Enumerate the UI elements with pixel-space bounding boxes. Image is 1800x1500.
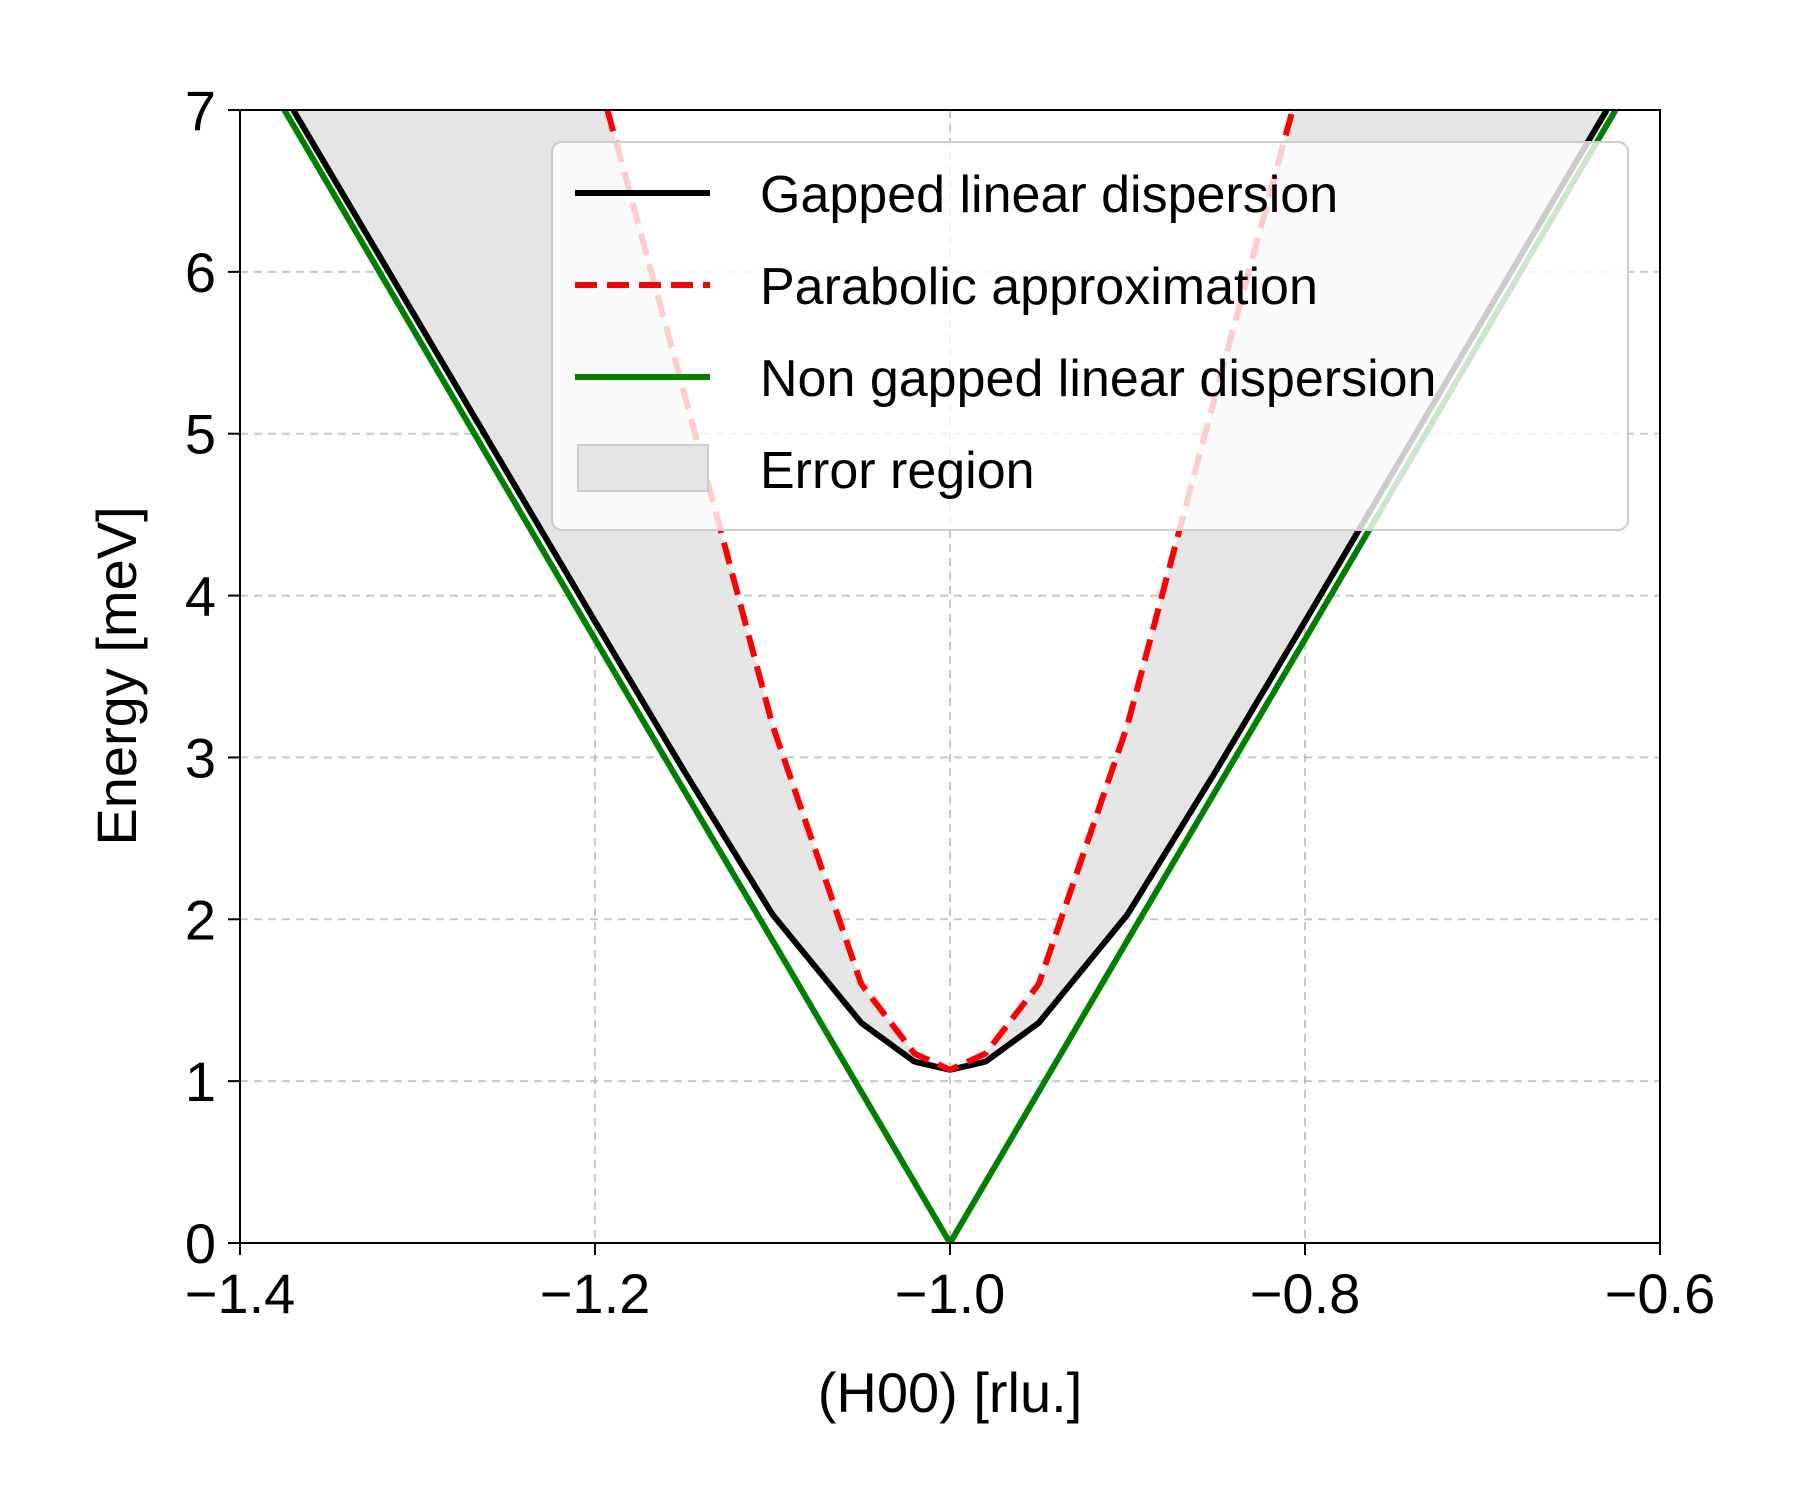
- y-tick-label: 4: [185, 565, 216, 628]
- x-axis: −1.4 −1.2 −1.0 −0.8 −0.6: [185, 1243, 1716, 1325]
- y-axis: 0 1 2 3 4 5 6 7: [185, 79, 240, 1275]
- legend-label-gapped: Gapped linear dispersion: [760, 166, 1338, 224]
- y-tick-label: 1: [185, 1050, 216, 1113]
- y-axis-label: Energy [meV]: [85, 506, 148, 845]
- y-tick-label: 5: [185, 403, 216, 466]
- x-tick-label: −0.8: [1250, 1262, 1361, 1325]
- x-tick-label: −1.0: [895, 1262, 1006, 1325]
- y-tick-label: 0: [185, 1212, 216, 1275]
- legend-label-error-region: Error region: [760, 442, 1035, 500]
- legend: Gapped linear dispersion Parabolic appro…: [551, 141, 1629, 531]
- y-tick-label: 3: [185, 726, 216, 789]
- series-line-parabolic: [604, 110, 1296, 1074]
- legend-box: [551, 141, 1629, 531]
- x-axis-label: (H00) [rlu.]: [818, 1361, 1083, 1424]
- x-tick-label: −1.2: [540, 1262, 651, 1325]
- x-tick-label: −1.4: [185, 1262, 296, 1325]
- y-tick-label: 2: [185, 888, 216, 951]
- legend-label-non-gapped: Non gapped linear dispersion: [760, 350, 1436, 408]
- y-tick-label: 6: [185, 241, 216, 304]
- legend-label-parabolic: Parabolic approximation: [760, 258, 1318, 316]
- x-tick-label: −0.6: [1605, 1262, 1716, 1325]
- legend-swatch-error-region: [577, 444, 709, 492]
- y-tick-label: 7: [185, 79, 216, 142]
